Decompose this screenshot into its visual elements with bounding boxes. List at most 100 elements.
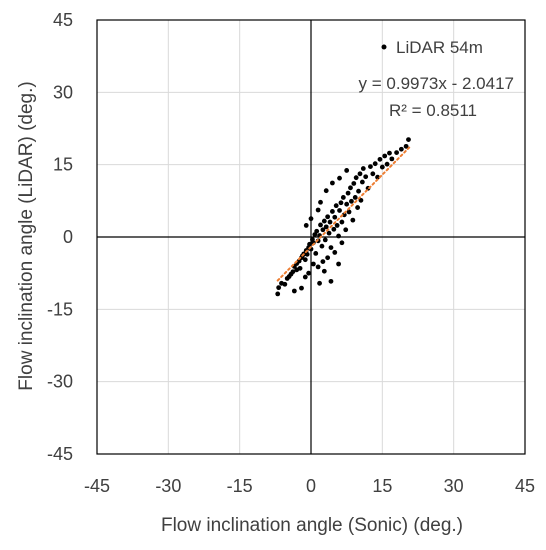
data-point <box>375 174 380 180</box>
data-point <box>314 228 320 234</box>
y-tick-label: 30 <box>53 82 73 102</box>
data-point <box>303 223 309 228</box>
data-point <box>372 161 378 167</box>
data-point <box>275 291 281 297</box>
data-point <box>317 280 322 286</box>
data-point <box>356 188 361 194</box>
data-point <box>308 216 314 222</box>
data-point <box>302 257 308 263</box>
data-point <box>318 222 323 228</box>
data-point <box>304 251 310 257</box>
x-tick-label: -30 <box>155 476 181 496</box>
data-point <box>349 198 354 204</box>
x-tick-label: 15 <box>372 476 392 496</box>
data-point <box>357 171 363 177</box>
data-point <box>307 241 312 247</box>
trendline <box>276 144 412 282</box>
data-point <box>346 209 352 215</box>
data-point <box>325 214 331 220</box>
data-point <box>331 226 337 232</box>
trendline-equation: y = 0.9973x - 2.0417 <box>359 74 514 93</box>
data-point <box>320 227 326 233</box>
data-point <box>297 265 303 271</box>
legend-label: LiDAR 54m <box>396 38 483 57</box>
axes <box>96 19 526 455</box>
trendline-r-squared: R² = 0.8511 <box>389 101 477 120</box>
y-tick-label: -45 <box>47 444 73 464</box>
data-point <box>337 208 342 213</box>
data-point <box>353 175 359 181</box>
data-point <box>406 137 411 142</box>
data-point <box>328 245 334 251</box>
data-point <box>326 230 332 236</box>
data-point <box>313 250 319 256</box>
y-tick-label: 0 <box>63 227 73 247</box>
y-tick-label: 45 <box>53 10 73 30</box>
x-tick-label: 30 <box>444 476 464 496</box>
x-tick-label: -45 <box>84 476 110 496</box>
data-point <box>327 219 333 225</box>
data-point <box>350 217 356 223</box>
data-point <box>296 258 302 264</box>
data-point <box>398 146 404 152</box>
data-point <box>343 227 349 233</box>
data-point <box>368 164 373 169</box>
data-point <box>318 199 323 205</box>
data-point <box>315 207 321 213</box>
data-point <box>339 219 345 225</box>
data-points <box>275 137 411 297</box>
data-point <box>389 156 395 162</box>
legend: LiDAR 54m <box>381 38 483 57</box>
data-point <box>360 166 366 171</box>
data-point <box>394 150 399 156</box>
data-point <box>337 175 342 181</box>
data-point <box>387 150 392 156</box>
legend-marker <box>381 44 387 50</box>
data-point <box>355 205 361 210</box>
data-point <box>341 212 347 218</box>
data-point <box>306 270 312 276</box>
data-point <box>336 233 341 239</box>
data-point <box>351 181 357 186</box>
data-point <box>403 143 409 149</box>
data-point <box>323 224 329 230</box>
data-point <box>323 188 329 194</box>
data-point <box>377 156 383 162</box>
data-point <box>322 237 328 243</box>
data-point <box>379 164 385 170</box>
data-point <box>290 269 296 275</box>
data-point <box>325 255 331 261</box>
data-point <box>344 201 350 207</box>
data-point <box>384 161 390 167</box>
data-point <box>310 261 316 267</box>
data-point <box>302 274 308 280</box>
data-point <box>282 281 288 287</box>
data-point <box>319 243 325 249</box>
data-point <box>370 171 376 177</box>
y-tick-label: 15 <box>53 155 73 175</box>
data-point <box>315 264 321 270</box>
data-point <box>321 218 327 224</box>
data-point <box>328 278 334 284</box>
y-tick-label: -30 <box>47 372 73 392</box>
data-point <box>330 209 335 214</box>
trendline-path <box>276 144 412 282</box>
y-tick-label: -15 <box>47 299 73 319</box>
data-point <box>321 268 327 274</box>
x-tick-label: -15 <box>227 476 253 496</box>
tick-labels: -45 -30 -15 0 15 30 45 -45 -30 -15 0 15 30 45 <box>47 10 535 496</box>
data-point <box>330 180 335 186</box>
data-point <box>348 185 353 191</box>
data-point <box>358 197 364 203</box>
data-point <box>382 153 388 159</box>
data-point <box>276 285 282 291</box>
data-point <box>359 179 365 185</box>
data-point <box>320 259 326 264</box>
x-tick-label: 0 <box>306 476 316 496</box>
data-point <box>363 174 369 180</box>
data-point <box>334 223 340 228</box>
data-point <box>339 240 345 246</box>
data-point <box>299 285 304 291</box>
